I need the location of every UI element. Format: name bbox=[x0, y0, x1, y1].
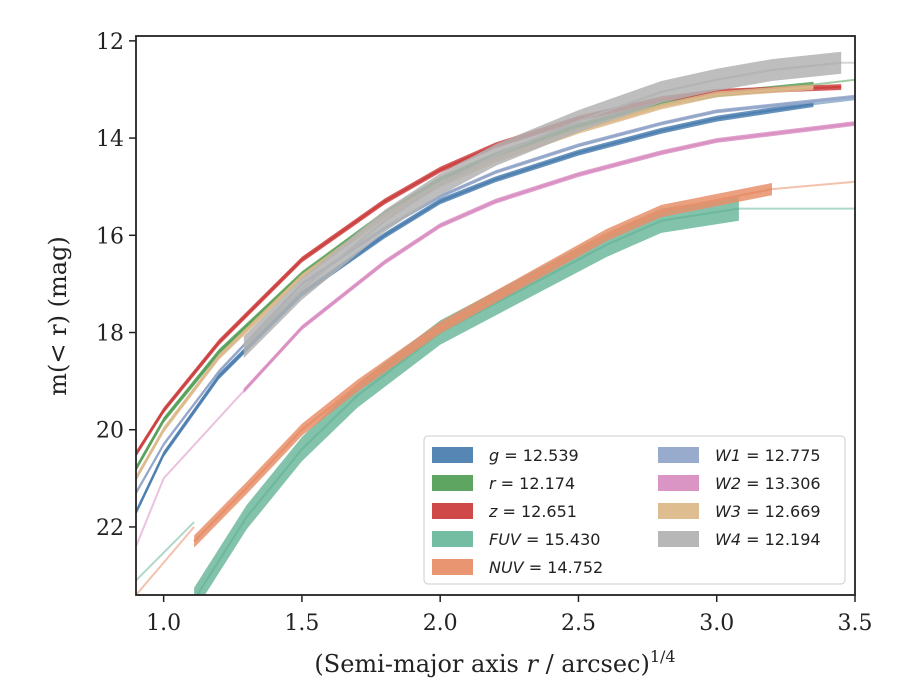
legend-label-w4: W4 = 12.194 bbox=[715, 530, 821, 549]
x-tick-label: 1.0 bbox=[146, 611, 181, 636]
x-tick-label: 1.5 bbox=[284, 611, 319, 636]
legend-box bbox=[423, 435, 846, 585]
series-w1-line bbox=[136, 95, 855, 494]
y-axis-label: m(< r) (mag) bbox=[44, 236, 72, 395]
x-tick-label: 2.5 bbox=[561, 611, 596, 636]
legend-label-r: r = 12.174 bbox=[489, 474, 575, 493]
series-nuv-line bbox=[193, 188, 773, 543]
series-r-extension bbox=[813, 78, 855, 86]
legend-swatch-fuv bbox=[432, 531, 473, 547]
legend: g = 12.539 r = 12.174 z = 12.651 FUV = 15.4… bbox=[423, 435, 846, 585]
x-tick-label: 2.0 bbox=[423, 611, 458, 636]
series-w4-line bbox=[243, 61, 842, 348]
y-tick-label: 22 bbox=[96, 516, 124, 541]
series-w2 bbox=[136, 121, 855, 547]
legend-label-w3: W3 = 12.669 bbox=[715, 502, 821, 521]
series-nuv bbox=[136, 180, 855, 595]
axes: 1.0 1.5 2.0 2.5 3.0 3.5 12 14 16 18 20 22 bbox=[96, 30, 873, 636]
legend-swatch-w2 bbox=[658, 475, 699, 491]
x-axis-label-main: (Semi-major axis bbox=[314, 650, 526, 678]
legend-label-nuv: NUV = 14.752 bbox=[489, 558, 603, 577]
x-axis-label-var: r bbox=[526, 650, 539, 678]
legend-label-z: z = 12.651 bbox=[488, 502, 577, 521]
legend-label-fuv: FUV = 15.430 bbox=[489, 530, 600, 549]
y-tick-label: 20 bbox=[96, 419, 124, 444]
series-fuv-extension bbox=[136, 521, 195, 582]
series-w1 bbox=[136, 94, 855, 495]
plot-area bbox=[136, 51, 855, 595]
y-tick-label: 18 bbox=[96, 322, 124, 347]
series-w4-band bbox=[243, 51, 842, 359]
x-axis-label-rest: / arcsec) bbox=[538, 650, 650, 678]
y-tick-label: 14 bbox=[96, 127, 124, 152]
legend-label-w2: W2 = 13.306 bbox=[715, 474, 821, 493]
series-w2-line bbox=[242, 122, 855, 392]
legend-label-g: g = 12.539 bbox=[489, 446, 579, 465]
y-tick-label: 12 bbox=[96, 30, 124, 55]
legend-swatch-g bbox=[432, 447, 473, 463]
series-w4 bbox=[243, 51, 855, 359]
series-g bbox=[136, 98, 855, 516]
legend-swatch-w4 bbox=[658, 531, 699, 547]
legend-swatch-w1 bbox=[658, 447, 699, 463]
y-tick-label: 16 bbox=[96, 224, 124, 249]
plot-frame bbox=[135, 35, 856, 596]
series-w2-extension bbox=[136, 390, 245, 547]
legend-label-w1: W1 = 12.775 bbox=[715, 446, 821, 465]
series-nuv-extension-outer bbox=[771, 180, 855, 191]
legend-swatch-nuv bbox=[432, 559, 473, 575]
series-w3-line bbox=[136, 85, 814, 479]
x-axis-label-sup: 1/4 bbox=[650, 647, 676, 666]
series-g-line bbox=[136, 103, 814, 513]
series-nuv-extension bbox=[136, 526, 195, 595]
legend-swatch-z bbox=[432, 503, 473, 519]
series-g-extension bbox=[813, 98, 855, 106]
x-axis-label: (Semi-major axis r / arcsec)1/4 bbox=[314, 647, 675, 678]
legend-swatch-w3 bbox=[658, 503, 699, 519]
legend-swatch-r bbox=[432, 475, 473, 491]
x-tick-label: 3.5 bbox=[838, 611, 873, 636]
x-tick-label: 3.0 bbox=[699, 611, 734, 636]
series-z-line bbox=[136, 85, 842, 455]
